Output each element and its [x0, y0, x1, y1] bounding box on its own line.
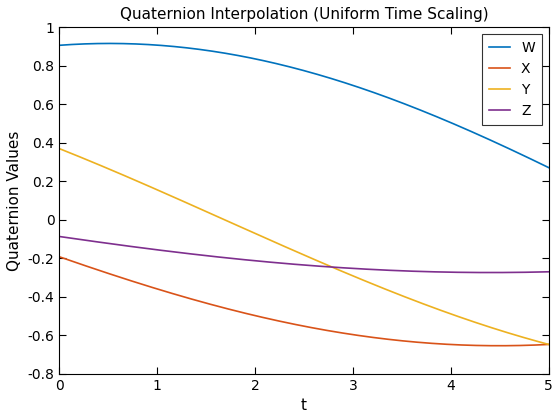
Z: [288, 262, 295, 267]
Y-axis label: Quaternion Values: Quaternion Values: [7, 130, 22, 270]
X: [535, 342, 542, 347]
Z: [545, 269, 552, 274]
Line: X: X: [59, 257, 549, 346]
Z: [487, 270, 494, 275]
X: [347, 332, 354, 337]
Z: [321, 264, 328, 269]
Y: [347, 273, 354, 278]
Z: [535, 270, 542, 275]
Line: Z: Z: [59, 236, 549, 273]
X: [291, 322, 298, 327]
Line: W: W: [59, 43, 549, 168]
W: [106, 41, 113, 46]
Y: [534, 339, 540, 344]
Z: [347, 266, 354, 271]
Y: [545, 342, 552, 347]
W: [290, 65, 296, 70]
W: [321, 74, 328, 79]
W: [56, 43, 63, 48]
Z: [291, 262, 298, 267]
Line: Y: Y: [59, 149, 549, 344]
Y: [56, 146, 63, 151]
W: [348, 82, 355, 87]
W: [458, 125, 465, 130]
X-axis label: t: t: [301, 398, 307, 413]
Y: [321, 261, 328, 266]
Z: [457, 270, 464, 275]
X: [56, 254, 63, 259]
X: [495, 343, 502, 348]
Y: [457, 315, 464, 320]
W: [535, 160, 542, 165]
Y: [291, 248, 298, 253]
Legend: W, X, Y, Z: W, X, Y, Z: [482, 34, 542, 125]
W: [292, 66, 299, 71]
X: [457, 342, 464, 347]
Title: Quaternion Interpolation (Uniform Time Scaling): Quaternion Interpolation (Uniform Time S…: [120, 7, 488, 22]
Y: [288, 247, 295, 252]
X: [321, 328, 328, 333]
X: [288, 321, 295, 326]
W: [545, 165, 552, 170]
Z: [56, 234, 63, 239]
X: [545, 342, 552, 347]
